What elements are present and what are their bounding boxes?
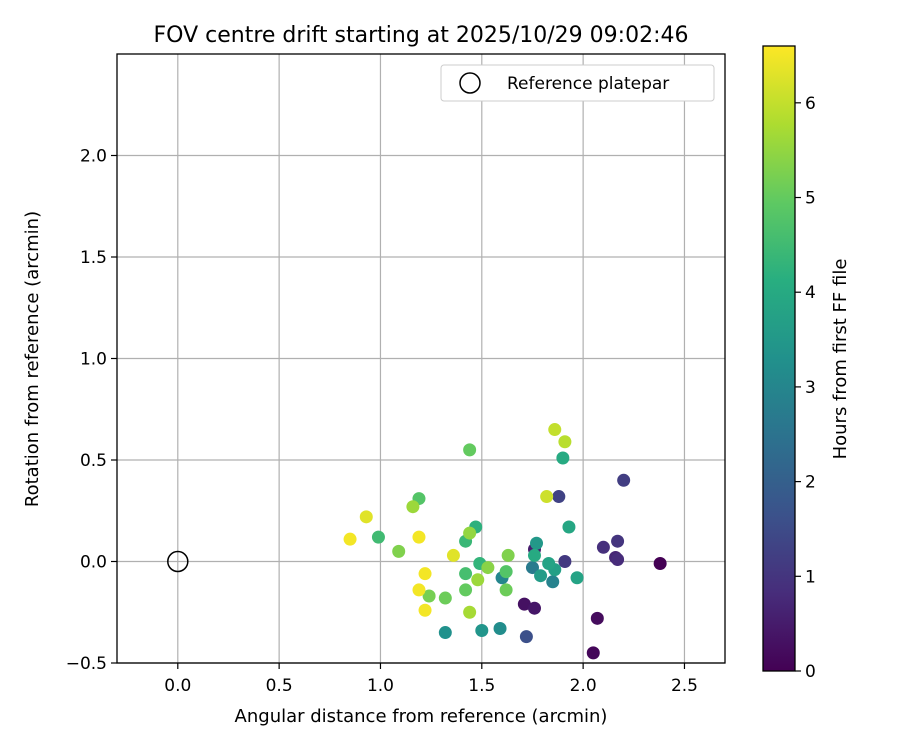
data-point <box>359 510 373 524</box>
x-tick-label: 0.0 <box>164 676 191 696</box>
data-point <box>590 611 604 625</box>
data-point <box>493 621 507 635</box>
data-point <box>558 555 572 568</box>
data-point <box>501 548 515 562</box>
data-point <box>463 605 477 619</box>
data-point <box>463 443 477 457</box>
data-point <box>343 532 357 546</box>
colorbar-tick-label: 5 <box>805 189 816 209</box>
data-point <box>475 624 489 638</box>
colorbar-tick-label: 6 <box>805 94 816 114</box>
colorbar: 0 1 2 3 4 5 6 Hours from first FF file <box>762 45 851 682</box>
legend-reference-symbol <box>459 72 481 94</box>
data-point <box>546 575 560 589</box>
data-point <box>463 526 477 540</box>
data-point <box>471 573 485 587</box>
x-tick-label: 1.5 <box>468 676 495 696</box>
colorbar-tick-label: 4 <box>805 283 816 303</box>
colorbar-tick-label: 2 <box>805 473 816 493</box>
data-point <box>392 544 406 558</box>
data-point <box>499 565 513 579</box>
data-point <box>552 490 566 504</box>
data-point <box>558 435 572 449</box>
y-tick-label: 0.0 <box>80 553 107 573</box>
data-point <box>540 490 554 504</box>
data-point <box>418 603 432 617</box>
y-axis: −0.5 0.0 0.5 1.0 1.5 2.0 <box>66 147 117 674</box>
data-point <box>556 451 570 465</box>
colorbar-ticks: 0 1 2 3 4 5 6 <box>795 94 816 682</box>
reference-marker <box>167 550 189 573</box>
data-point <box>527 548 541 562</box>
data-point <box>422 589 436 603</box>
data-point <box>481 561 495 575</box>
data-point <box>562 520 576 534</box>
data-point <box>611 534 625 548</box>
data-point <box>499 583 513 597</box>
data-point <box>570 571 584 585</box>
data-point <box>459 567 473 581</box>
legend-box <box>440 64 715 102</box>
data-point <box>611 552 625 566</box>
data-point <box>517 597 531 611</box>
data-point <box>371 530 385 544</box>
colorbar-tick-label: 0 <box>805 662 816 682</box>
reference-point <box>167 550 189 573</box>
x-tick-label: 0.5 <box>266 676 293 696</box>
colorbar-label: Hours from first FF file <box>830 259 851 460</box>
data-point <box>446 548 460 562</box>
data-point <box>519 630 533 644</box>
legend-label-reference: Reference platepar <box>507 74 669 94</box>
x-tick-label: 2.5 <box>671 676 698 696</box>
x-tick-label: 1.0 <box>367 676 394 696</box>
data-point <box>412 583 426 597</box>
x-axis-label: Angular distance from reference (arcmin) <box>235 706 608 727</box>
y-tick-label: 1.0 <box>80 350 107 370</box>
data-point <box>412 530 426 544</box>
data-point <box>542 557 556 571</box>
chart-title: FOV centre drift starting at 2025/10/29 … <box>154 23 689 48</box>
data-point <box>459 583 473 597</box>
data-points <box>343 423 667 660</box>
x-tick-label: 2.0 <box>570 676 597 696</box>
data-point <box>438 626 452 640</box>
data-point <box>418 567 432 581</box>
data-point <box>548 423 562 437</box>
colorbar-tick-label: 3 <box>805 378 816 398</box>
grid-lines <box>117 54 725 664</box>
y-tick-label: 1.5 <box>80 248 107 268</box>
y-axis-label: Rotation from reference (arcmin) <box>22 211 43 507</box>
data-point <box>617 473 631 487</box>
colorbar-gradient <box>762 45 796 672</box>
data-point <box>534 569 548 583</box>
data-point <box>530 536 544 550</box>
data-point <box>653 557 667 571</box>
colorbar-tick-label: 1 <box>805 567 816 587</box>
data-point <box>596 540 610 554</box>
y-tick-label: −0.5 <box>66 654 107 674</box>
y-tick-label: 0.5 <box>80 451 107 471</box>
x-axis: 0.0 0.5 1.0 1.5 2.0 2.5 <box>164 663 698 696</box>
data-point <box>525 561 539 575</box>
data-point <box>438 591 452 605</box>
data-point <box>406 500 420 514</box>
y-tick-label: 2.0 <box>80 147 107 167</box>
data-point <box>527 601 541 615</box>
data-point <box>586 646 600 660</box>
legend: Reference platepar <box>440 64 715 102</box>
